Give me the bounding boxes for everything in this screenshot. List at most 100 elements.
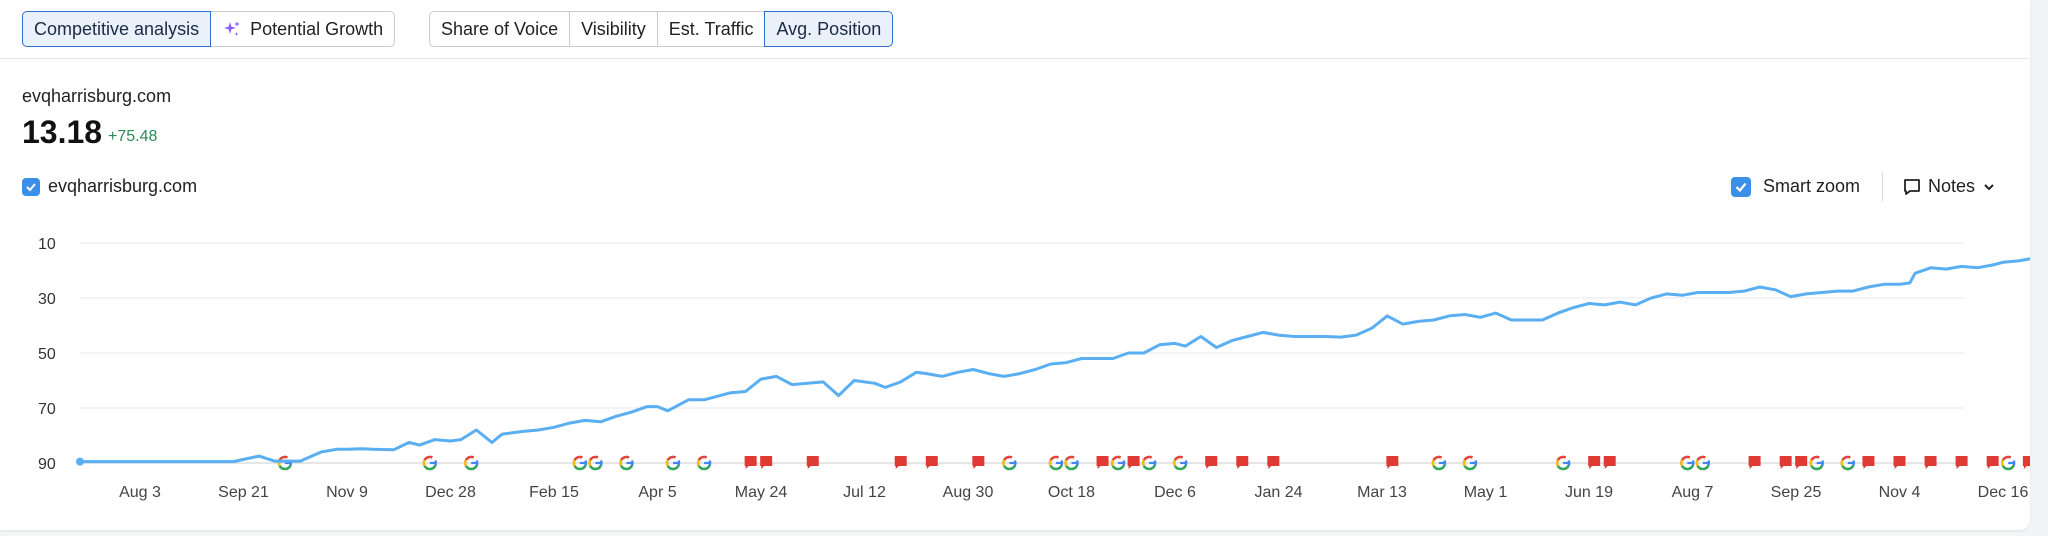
note-flag-icon <box>1096 456 1109 469</box>
note-flag-icon <box>1267 456 1280 469</box>
checkbox-checked-icon <box>1731 176 1751 197</box>
series-start-point <box>76 457 84 466</box>
note-flag-icon <box>925 456 938 469</box>
note-flag-icon <box>1924 456 1937 469</box>
google-update-icon <box>1048 455 1064 471</box>
note-flag-icon <box>1862 456 1875 469</box>
y-tick-label: 30 <box>38 291 56 308</box>
x-tick-label: Dec 28 <box>425 484 476 501</box>
x-tick-label: Aug 3 <box>119 484 161 501</box>
note-markers <box>277 455 2030 471</box>
smart-zoom-label: Smart zoom <box>1763 176 1861 196</box>
potential-growth-button[interactable]: Potential Growth <box>210 11 396 47</box>
google-update-icon <box>1431 455 1447 471</box>
note-flag-icon <box>760 456 773 469</box>
google-update-icon <box>696 455 712 471</box>
domain-title: evqharrisburg.com <box>22 86 172 106</box>
y-tick-label: 90 <box>38 456 56 473</box>
note-flag-icon <box>1205 456 1218 469</box>
google-update-icon <box>619 455 634 471</box>
notes-dropdown[interactable]: Notes <box>1902 176 1997 197</box>
note-flag-icon <box>1588 456 1601 469</box>
note-flag-icon <box>1236 456 1249 469</box>
note-flag-icon <box>1779 456 1792 469</box>
google-update-icon <box>422 455 438 471</box>
note-flag-icon <box>1893 456 1906 469</box>
toolbar: Competitive analysis Potential Growth Sh… <box>0 0 2030 59</box>
divider <box>1882 173 1883 201</box>
x-tick-label: Dec 6 <box>1154 484 1196 501</box>
y-tick-label: 10 <box>38 236 56 253</box>
x-tick-label: Nov 4 <box>1879 484 1921 501</box>
checkbox-checked-icon <box>22 177 40 196</box>
sparkle-icon <box>224 21 241 36</box>
avg-position-value: 13.18 <box>22 114 103 150</box>
series-toggle[interactable]: evqharrisburg.com <box>22 176 197 197</box>
y-tick-label: 70 <box>38 401 56 418</box>
share-of-voice-tab[interactable]: Share of Voice <box>429 11 571 47</box>
est-traffic-label: Est. Traffic <box>668 19 754 39</box>
note-flag-icon <box>1603 456 1616 469</box>
notes-label: Notes <box>1928 176 1976 196</box>
x-tick-label: Jul 12 <box>843 484 886 501</box>
avg-position-tab[interactable]: Avg. Position <box>764 11 894 47</box>
google-update-icon <box>1680 455 1695 471</box>
series-lines <box>76 257 2030 466</box>
google-update-icon <box>1809 455 1824 471</box>
est-traffic-tab[interactable]: Est. Traffic <box>656 11 766 47</box>
note-flag-icon <box>1748 456 1761 469</box>
x-tick-label: Sep 21 <box>218 484 269 501</box>
smart-zoom-toggle[interactable]: Smart zoom <box>1731 176 1860 197</box>
note-flag-icon <box>1795 456 1808 469</box>
x-tick-label: Sep 25 <box>1771 484 1822 501</box>
x-tick-label: May 24 <box>735 484 788 501</box>
google-update-icon <box>1462 455 1478 471</box>
analysis-mode-switch: Competitive analysis Potential Growth <box>22 11 396 47</box>
competitive-analysis-button[interactable]: Competitive analysis <box>22 11 212 47</box>
x-tick-label: Aug 7 <box>1672 484 1714 501</box>
note-icon <box>1904 178 1920 195</box>
google-update-icon <box>665 455 681 471</box>
visibility-label: Visibility <box>581 19 646 39</box>
note-flag-icon <box>1955 456 1968 469</box>
google-update-icon <box>1002 455 1017 471</box>
note-flag-icon <box>1986 456 1999 469</box>
y-axis: 10 30 50 70 90 <box>38 236 56 473</box>
share-of-voice-label: Share of Voice <box>441 19 559 39</box>
metric-switch: Share of Voice Visibility Est. Traffic A… <box>429 11 894 47</box>
google-update-icon <box>1840 455 1855 471</box>
x-tick-label: Apr 5 <box>638 484 676 501</box>
visibility-tab[interactable]: Visibility <box>569 11 658 47</box>
x-tick-label: Nov 9 <box>326 484 368 501</box>
note-flag-icon <box>744 456 757 469</box>
note-flag-icon <box>806 456 819 469</box>
google-update-icon <box>464 455 479 471</box>
google-update-icon <box>2000 455 2016 471</box>
google-update-icon <box>1141 455 1157 471</box>
note-flag-icon <box>2022 456 2030 469</box>
note-flag-icon <box>894 456 907 469</box>
position-delta: +75.48 <box>108 128 158 145</box>
note-flag-icon <box>1127 456 1140 469</box>
x-tick-label: Jun 19 <box>1565 484 1613 501</box>
competitive-analysis-label: Competitive analysis <box>34 19 200 39</box>
google-update-icon <box>572 455 588 471</box>
x-tick-label: Dec 16 <box>1978 484 2029 501</box>
chart-grid <box>80 242 1964 464</box>
x-tick-label: Mar 13 <box>1357 484 1407 501</box>
google-update-icon <box>1555 455 1571 471</box>
google-update-icon <box>588 455 603 471</box>
avg-position-label: Avg. Position <box>776 19 882 39</box>
google-update-icon <box>1064 455 1079 471</box>
y-tick-label: 50 <box>38 346 56 363</box>
x-tick-label: Aug 30 <box>943 484 994 501</box>
x-tick-label: Oct 18 <box>1048 484 1095 501</box>
series-line <box>80 257 2030 464</box>
google-update-icon <box>1172 455 1188 471</box>
chevron-down-icon <box>1984 183 1994 190</box>
x-axis: Aug 3 Sep 21 Nov 9 Dec 28 Feb 15 Apr 5 May 24 J… <box>119 484 2028 501</box>
potential-growth-label: Potential Growth <box>250 19 384 39</box>
x-tick-label: Jan 24 <box>1254 484 1302 501</box>
